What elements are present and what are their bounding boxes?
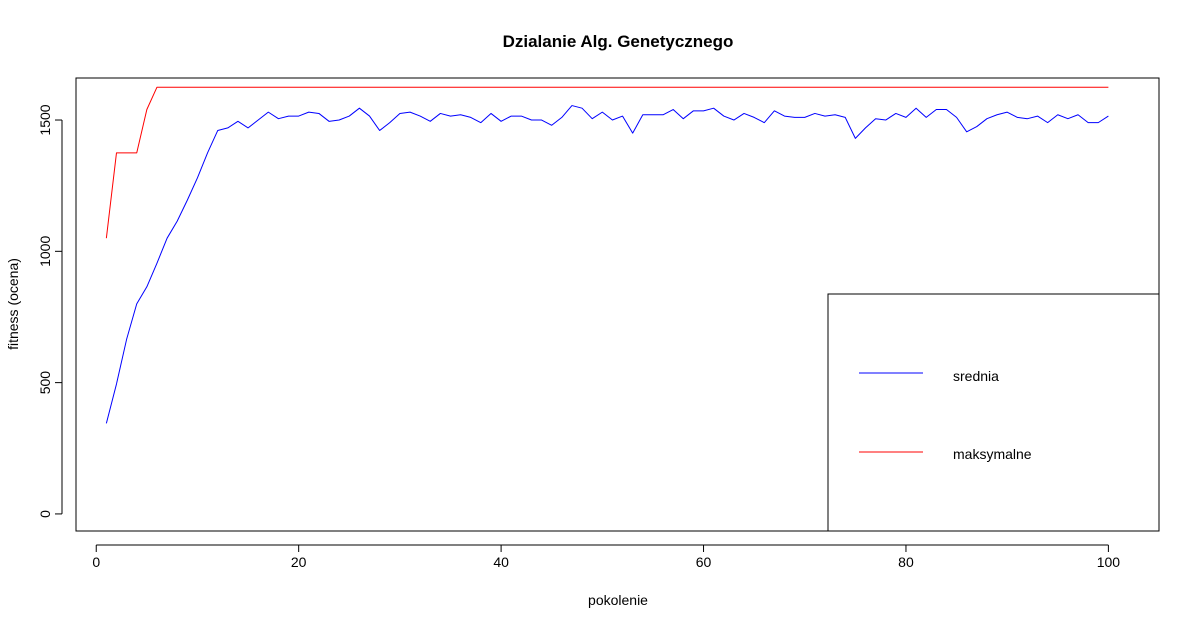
legend: srednia maksymalne bbox=[827, 293, 1160, 532]
x-tick-label: 20 bbox=[291, 554, 307, 570]
y-tick-label: 1500 bbox=[37, 104, 53, 135]
y-axis: 0 500 1000 1500 bbox=[37, 104, 63, 518]
legend-label-srednia: srednia bbox=[953, 368, 999, 384]
x-tick-label: 80 bbox=[898, 554, 914, 570]
chart-title: Dzialanie Alg. Genetycznego bbox=[503, 32, 734, 51]
x-tick-label: 0 bbox=[92, 554, 100, 570]
x-axis-label: pokolenie bbox=[588, 592, 648, 608]
series-line-srednia bbox=[105, 105, 1109, 424]
x-tick-label: 100 bbox=[1097, 554, 1121, 570]
x-axis: 0 20 40 60 80 100 bbox=[92, 544, 1121, 570]
series-lines bbox=[105, 86, 1109, 424]
series-line-maksymalne bbox=[105, 86, 1109, 239]
y-tick-label: 500 bbox=[37, 371, 53, 395]
legend-box bbox=[827, 293, 1160, 532]
x-tick-label: 60 bbox=[696, 554, 712, 570]
y-tick-label: 1000 bbox=[37, 236, 53, 267]
y-axis-label: fitness (ocena) bbox=[5, 258, 21, 350]
x-tick-label: 40 bbox=[493, 554, 509, 570]
legend-label-maksymalne: maksymalne bbox=[953, 446, 1032, 462]
y-tick-label: 0 bbox=[37, 510, 53, 518]
